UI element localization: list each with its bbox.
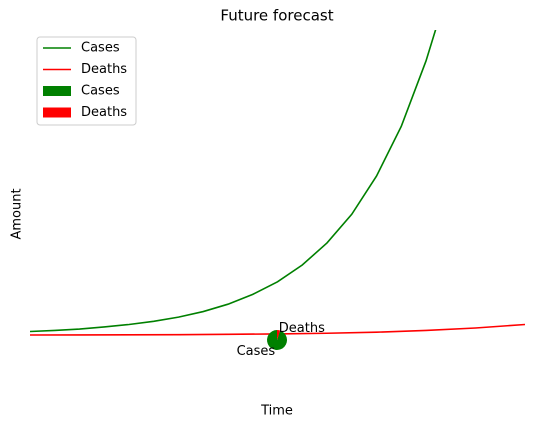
chart-title: Future forecast bbox=[220, 7, 333, 25]
pie-label: Deaths bbox=[279, 321, 325, 336]
legend-label: Deaths bbox=[81, 105, 127, 120]
pie-slice bbox=[277, 330, 281, 340]
series-line bbox=[30, 30, 437, 333]
x-axis-label: Time bbox=[260, 404, 293, 419]
y-axis-label: Amount bbox=[10, 188, 25, 239]
legend-swatch bbox=[43, 86, 71, 96]
pie-label: Cases bbox=[237, 344, 276, 359]
legend-label: Deaths bbox=[81, 62, 127, 77]
legend bbox=[36, 36, 137, 126]
pie-slice bbox=[266, 330, 287, 351]
legend-label: Cases bbox=[81, 41, 120, 56]
legend-label: Cases bbox=[81, 84, 120, 99]
legend-swatch bbox=[43, 107, 71, 118]
